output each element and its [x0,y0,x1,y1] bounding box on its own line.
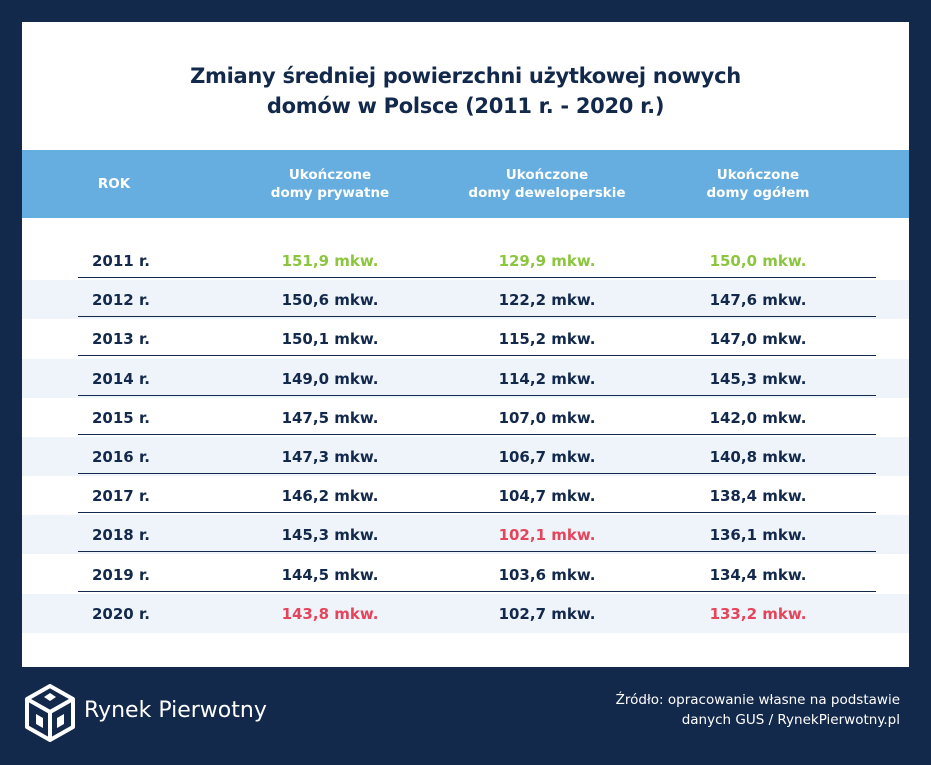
value-cell: 147,3 mkw. [281,448,379,466]
year-cell: 2019 r. [92,565,150,584]
header-cell: Ukończone domy deweloperskie [437,150,657,218]
value-cell: 129,9 mkw. [498,252,596,270]
row-separator [78,473,876,474]
value-cell: 149,0 mkw. [281,369,379,388]
year-cell: 2016 r. [92,448,150,466]
card: Zmiany średniej powierzchni użytkowej no… [22,22,909,667]
source-line: Źródło: opracowanie własne na podstawie [615,692,900,708]
value-cell: 145,3 mkw. [281,526,379,545]
header-line: domy deweloperskie [468,185,626,201]
table-row: 2014 r. 149,0 mkw. 114,2 mkw. 145,3 mkw. [22,358,909,398]
year-cell: 2011 r. [92,252,150,270]
header-cell: Ukończone domy prywatne [230,150,430,218]
year-cell: 2013 r. [92,330,150,349]
logo-icon [25,684,75,742]
value-cell: 147,0 mkw. [709,330,807,349]
row-separator [78,316,876,318]
header-line: domy ogółem [706,185,810,201]
year-cell: 2014 r. [92,369,150,388]
value-cell: 143,8 mkw. [281,604,379,623]
table-row: 2012 r. 150,6 mkw. 122,2 mkw. 147,6 mkw. [22,280,909,320]
value-cell: 115,2 mkw. [498,330,596,349]
value-cell: 150,6 mkw. [281,291,379,310]
row-separator [78,355,876,357]
value-cell: 150,1 mkw. [281,330,379,349]
value-cell: 103,6 mkw. [498,565,596,584]
title-line: Zmiany średniej powierzchni użytkowej no… [190,64,741,88]
value-cell: 144,5 mkw. [281,565,379,584]
year-cell: 2012 r. [92,291,150,310]
value-cell: 122,2 mkw. [498,291,596,310]
value-cell: 106,7 mkw. [498,448,596,466]
row-separator [78,277,876,278]
title-line: domów w Polsce (2011 r. - 2020 r.) [266,94,665,118]
year-cell: 2018 r. [92,526,150,545]
table-row: 2019 r. 144,5 mkw. 103,6 mkw. 134,4 mkw. [22,555,909,594]
value-cell: 134,4 mkw. [709,565,807,584]
header-cell: ROK [97,176,131,192]
header-line: Ukończone [505,167,589,183]
value-cell: 150,0 mkw. [709,252,807,270]
table-row: 2018 r. 145,3 mkw. 102,1 mkw. 136,1 mkw. [22,515,909,555]
value-cell: 147,6 mkw. [709,291,807,310]
row-separator [78,590,876,592]
value-cell: 151,9 mkw. [281,252,379,270]
header-line: domy prywatne [270,185,390,201]
table-header: ROK Ukończone domy prywatne Ukończone domy d… [22,150,909,218]
value-cell: 145,3 mkw. [709,369,807,388]
table-row: 2015 r. 147,5 mkw. 107,0 mkw. 142,0 mkw. [22,398,909,437]
table-row: 2017 r. 146,2 mkw. 104,7 mkw. 138,4 mkw. [22,476,909,515]
value-cell: 102,7 mkw. [498,604,596,623]
row-separator [78,551,876,553]
table-row: 2016 r. 147,3 mkw. 106,7 mkw. 140,8 mkw. [22,437,909,476]
table-row: 2011 r. 151,9 mkw. 129,9 mkw. 150,0 mkw. [22,241,909,280]
value-cell: 147,5 mkw. [281,408,379,427]
table-row: 2013 r. 150,1 mkw. 115,2 mkw. 147,0 mkw. [22,319,909,358]
brand-name: Rynek Pierwotny [84,698,267,723]
value-cell: 142,0 mkw. [709,408,807,427]
header-cell: Ukończone domy ogółem [658,150,858,218]
value-cell: 114,2 mkw. [498,369,596,388]
value-cell: 136,1 mkw. [709,526,807,545]
header-line: Ukończone [716,167,800,183]
year-cell: 2015 r. [92,408,150,427]
year-cell: 2017 r. [92,487,150,506]
row-separator [78,394,876,396]
header-text: Ukończone domy ogółem [707,166,810,202]
value-cell: 138,4 mkw. [709,487,807,506]
value-cell: 107,0 mkw. [498,408,596,427]
value-cell: 146,2 mkw. [281,487,379,506]
value-cell: 104,7 mkw. [498,487,596,506]
value-cell: 102,1 mkw. [498,526,596,545]
value-cell: 140,8 mkw. [709,448,807,466]
source-line: danych GUS / RynekPierwotny.pl [681,712,900,728]
year-cell: 2020 r. [92,604,150,623]
row-separator [78,512,876,514]
row-separator [78,433,876,435]
header-text: Ukończone domy prywatne [271,166,389,202]
header-line: Ukończone [288,167,372,183]
value-cell: 133,2 mkw. [709,604,807,623]
header-text: Ukończone domy deweloperskie [468,166,625,202]
table-row: 2020 r. 143,8 mkw. 102,7 mkw. 133,2 mkw. [22,593,909,633]
